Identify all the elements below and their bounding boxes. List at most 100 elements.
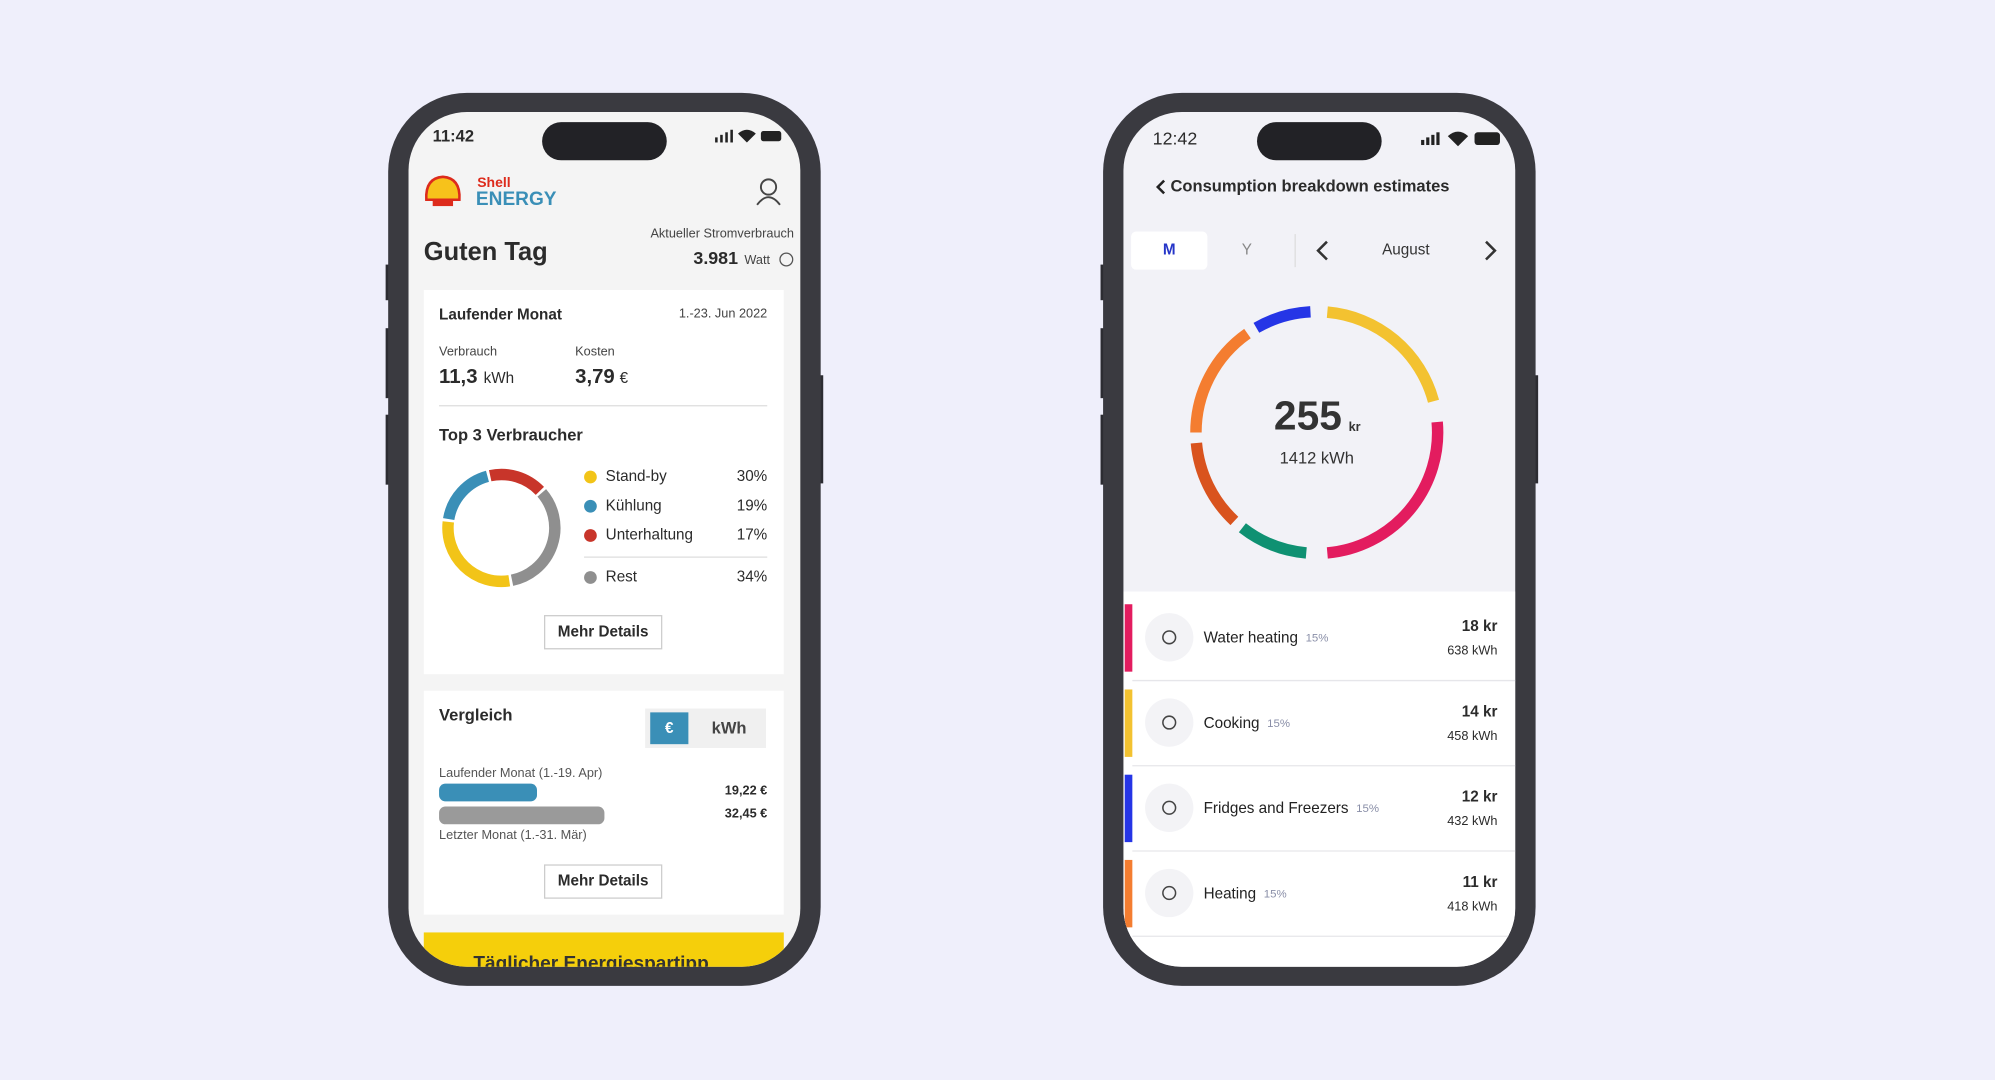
details-button-text[interactable]: Mehr Details (558, 873, 649, 890)
category-color (1124, 689, 1133, 757)
current-value: 3.981 (693, 248, 738, 268)
current-unit: Watt (744, 252, 770, 267)
category-cost: 11 kr (1463, 874, 1498, 891)
category-icon-glyph (1162, 715, 1177, 730)
total-unit: kr (1349, 419, 1361, 434)
legend-dot (584, 499, 597, 513)
period: August (1382, 242, 1430, 259)
legend-value: 34% (737, 569, 768, 586)
status-icons (1421, 131, 1500, 147)
category-icon (1145, 698, 1194, 747)
bar-value: 19,22 € (725, 783, 767, 798)
bar (439, 783, 538, 802)
toggle-active[interactable] (650, 712, 689, 745)
category-name: Fridges and Freezers (1204, 800, 1349, 817)
back-icon[interactable] (1155, 179, 1166, 195)
legend-name: Stand-by (606, 468, 667, 485)
details-button[interactable] (544, 864, 663, 899)
legend-dot (584, 529, 597, 542)
category-icon-glyph (1162, 800, 1177, 815)
category-cost: 18 kr (1462, 618, 1498, 635)
category-cost: 14 kr (1462, 703, 1498, 720)
legend-value: 17% (737, 527, 768, 544)
usage-value: 11,3 (439, 366, 477, 388)
next-icon[interactable] (1485, 240, 1497, 261)
breakdown-ring (1190, 306, 1444, 559)
current-label: Aktueller Stromverbrauch (650, 225, 793, 240)
category-cost: 12 kr (1462, 789, 1498, 806)
category-name: Cooking (1204, 715, 1260, 732)
phone-left: 11:42 Shell ENERGY Guten Tag Aktueller S… (385, 92, 824, 986)
category-share: 15% (1356, 803, 1379, 815)
bar-value: 32,45 € (725, 805, 767, 820)
status-icons (715, 129, 782, 143)
top3-title: Top 3 Verbraucher (439, 426, 583, 445)
ring-segment (1326, 421, 1444, 559)
ring-segment (1190, 328, 1251, 433)
details-button-text[interactable]: Mehr Details (558, 623, 649, 640)
top3-legend: Stand-by 30% Kühlung 19% Unterhaltung 17% Rest… (584, 468, 768, 586)
toggle-option[interactable]: € (665, 720, 674, 737)
legend-name: Rest (606, 569, 638, 586)
category-energy: 432 kWh (1447, 813, 1497, 828)
comparison-title: Vergleich (439, 706, 512, 725)
ring-segment (1190, 442, 1239, 526)
total-energy: 1412 kWh (1280, 449, 1354, 468)
brand-top: Shell (477, 174, 510, 190)
category-share: 15% (1306, 633, 1329, 645)
legend-value: 30% (737, 468, 768, 485)
profile-icon[interactable] (756, 178, 781, 206)
category-icon-glyph (1162, 885, 1177, 901)
bar (439, 806, 605, 825)
donut-segment (510, 489, 561, 586)
brand-bottom: ENERGY (476, 189, 557, 210)
category-label: Heating 15% (1204, 885, 1287, 902)
status-time: 12:42 (1153, 129, 1198, 149)
tab[interactable]: Y (1242, 242, 1252, 259)
screen-title: Consumption breakdown estimates (1171, 176, 1450, 195)
shell-logo (425, 175, 461, 207)
comparison-bars: Laufender Monat (1.-19. Apr) 19,22 € Letzt… (439, 765, 767, 842)
bar-label: Laufender Monat (1.-19. Apr) (439, 765, 602, 780)
tip-banner-text: Täglicher Energiespartipp (473, 953, 708, 974)
usage-label: Verbrauch (439, 344, 497, 359)
category-energy: 638 kWh (1447, 643, 1497, 658)
donut-segment (488, 468, 545, 496)
category-color (1124, 774, 1133, 843)
category-label: Fridges and Freezers 15% (1204, 800, 1379, 817)
legend-name: Unterhaltung (606, 527, 693, 544)
tip-banner (423, 932, 784, 967)
category-icon-glyph (1162, 630, 1177, 645)
status-time: 11:42 (433, 127, 474, 146)
category-energy: 458 kWh (1447, 728, 1497, 743)
prev-icon[interactable] (1316, 240, 1328, 261)
ring-segment (1326, 306, 1440, 403)
usage-unit: kWh (484, 370, 514, 387)
category-name: Heating (1204, 885, 1257, 902)
details-button[interactable] (544, 615, 663, 650)
category-color (1124, 859, 1133, 928)
dynamic-island (542, 122, 667, 161)
screen-content: 12:42 Consumption breakdown estimates M … (1123, 129, 1516, 967)
category-icon (1145, 868, 1194, 918)
donut-segment (442, 521, 511, 588)
donut-segment (443, 470, 490, 521)
tab[interactable]: M (1163, 242, 1176, 259)
tab-active[interactable] (1131, 231, 1208, 270)
toggle-option[interactable]: kWh (712, 718, 747, 737)
ring-segment (1253, 306, 1311, 333)
category-energy: 418 kWh (1447, 898, 1497, 913)
category-share: 15% (1267, 718, 1290, 730)
category-label: Cooking 15% (1204, 715, 1290, 732)
category-share: 15% (1264, 888, 1287, 900)
category-icon (1145, 613, 1194, 662)
phone-right: 12:42 Consumption breakdown estimates M … (1100, 92, 1539, 986)
item-list: Water heating 15% 18 kr 638 kWh Cooking 15% 14… (1124, 604, 1516, 937)
greeting: Guten Tag (424, 238, 548, 266)
bar-label: Letzter Monat (1.-31. Mär) (439, 827, 587, 842)
info-icon[interactable] (779, 252, 794, 267)
